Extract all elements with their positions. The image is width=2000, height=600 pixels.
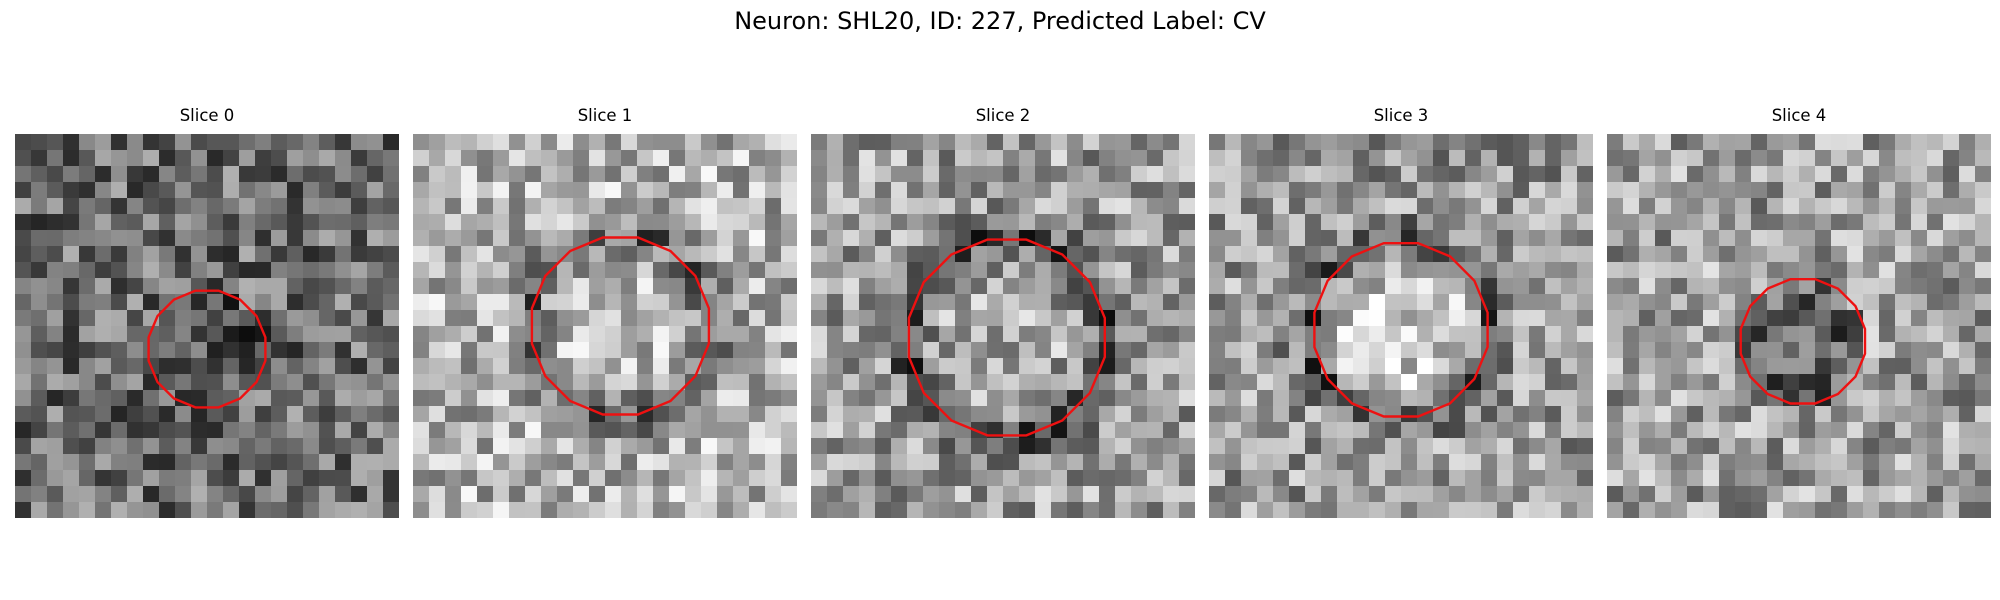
slice-image-0 [15, 134, 399, 518]
figure-title: Neuron: SHL20, ID: 227, Predicted Label:… [734, 7, 1266, 35]
slice-panel-1: Slice 1 [413, 106, 797, 518]
segmentation-contour [530, 236, 711, 416]
slice-panel-4: Slice 4 [1607, 106, 1991, 518]
slice-image-2 [811, 134, 1195, 518]
pixel-grid [15, 134, 399, 518]
pixel-grid [413, 134, 797, 518]
slice-image-4 [1607, 134, 1991, 518]
slice-image-1 [413, 134, 797, 518]
slice-title-1: Slice 1 [577, 106, 633, 125]
slice-title-4: Slice 4 [1771, 106, 1827, 125]
slice-image-3 [1209, 134, 1593, 518]
segmentation-contour [907, 238, 1106, 437]
slice-title-0: Slice 0 [179, 106, 235, 125]
pixel-grid [1607, 134, 1991, 518]
segmentation-contour [1739, 277, 1867, 405]
slice-panel-2: Slice 2 [811, 106, 1195, 518]
pixel-grid [811, 134, 1195, 518]
slice-panel-0: Slice 0 [15, 106, 399, 518]
segmentation-contour [1313, 241, 1489, 418]
segmentation-contour [147, 289, 267, 409]
slice-title-2: Slice 2 [975, 106, 1031, 125]
slice-panel-3: Slice 3 [1209, 106, 1593, 518]
slice-title-3: Slice 3 [1373, 106, 1429, 125]
pixel-grid [1209, 134, 1593, 518]
